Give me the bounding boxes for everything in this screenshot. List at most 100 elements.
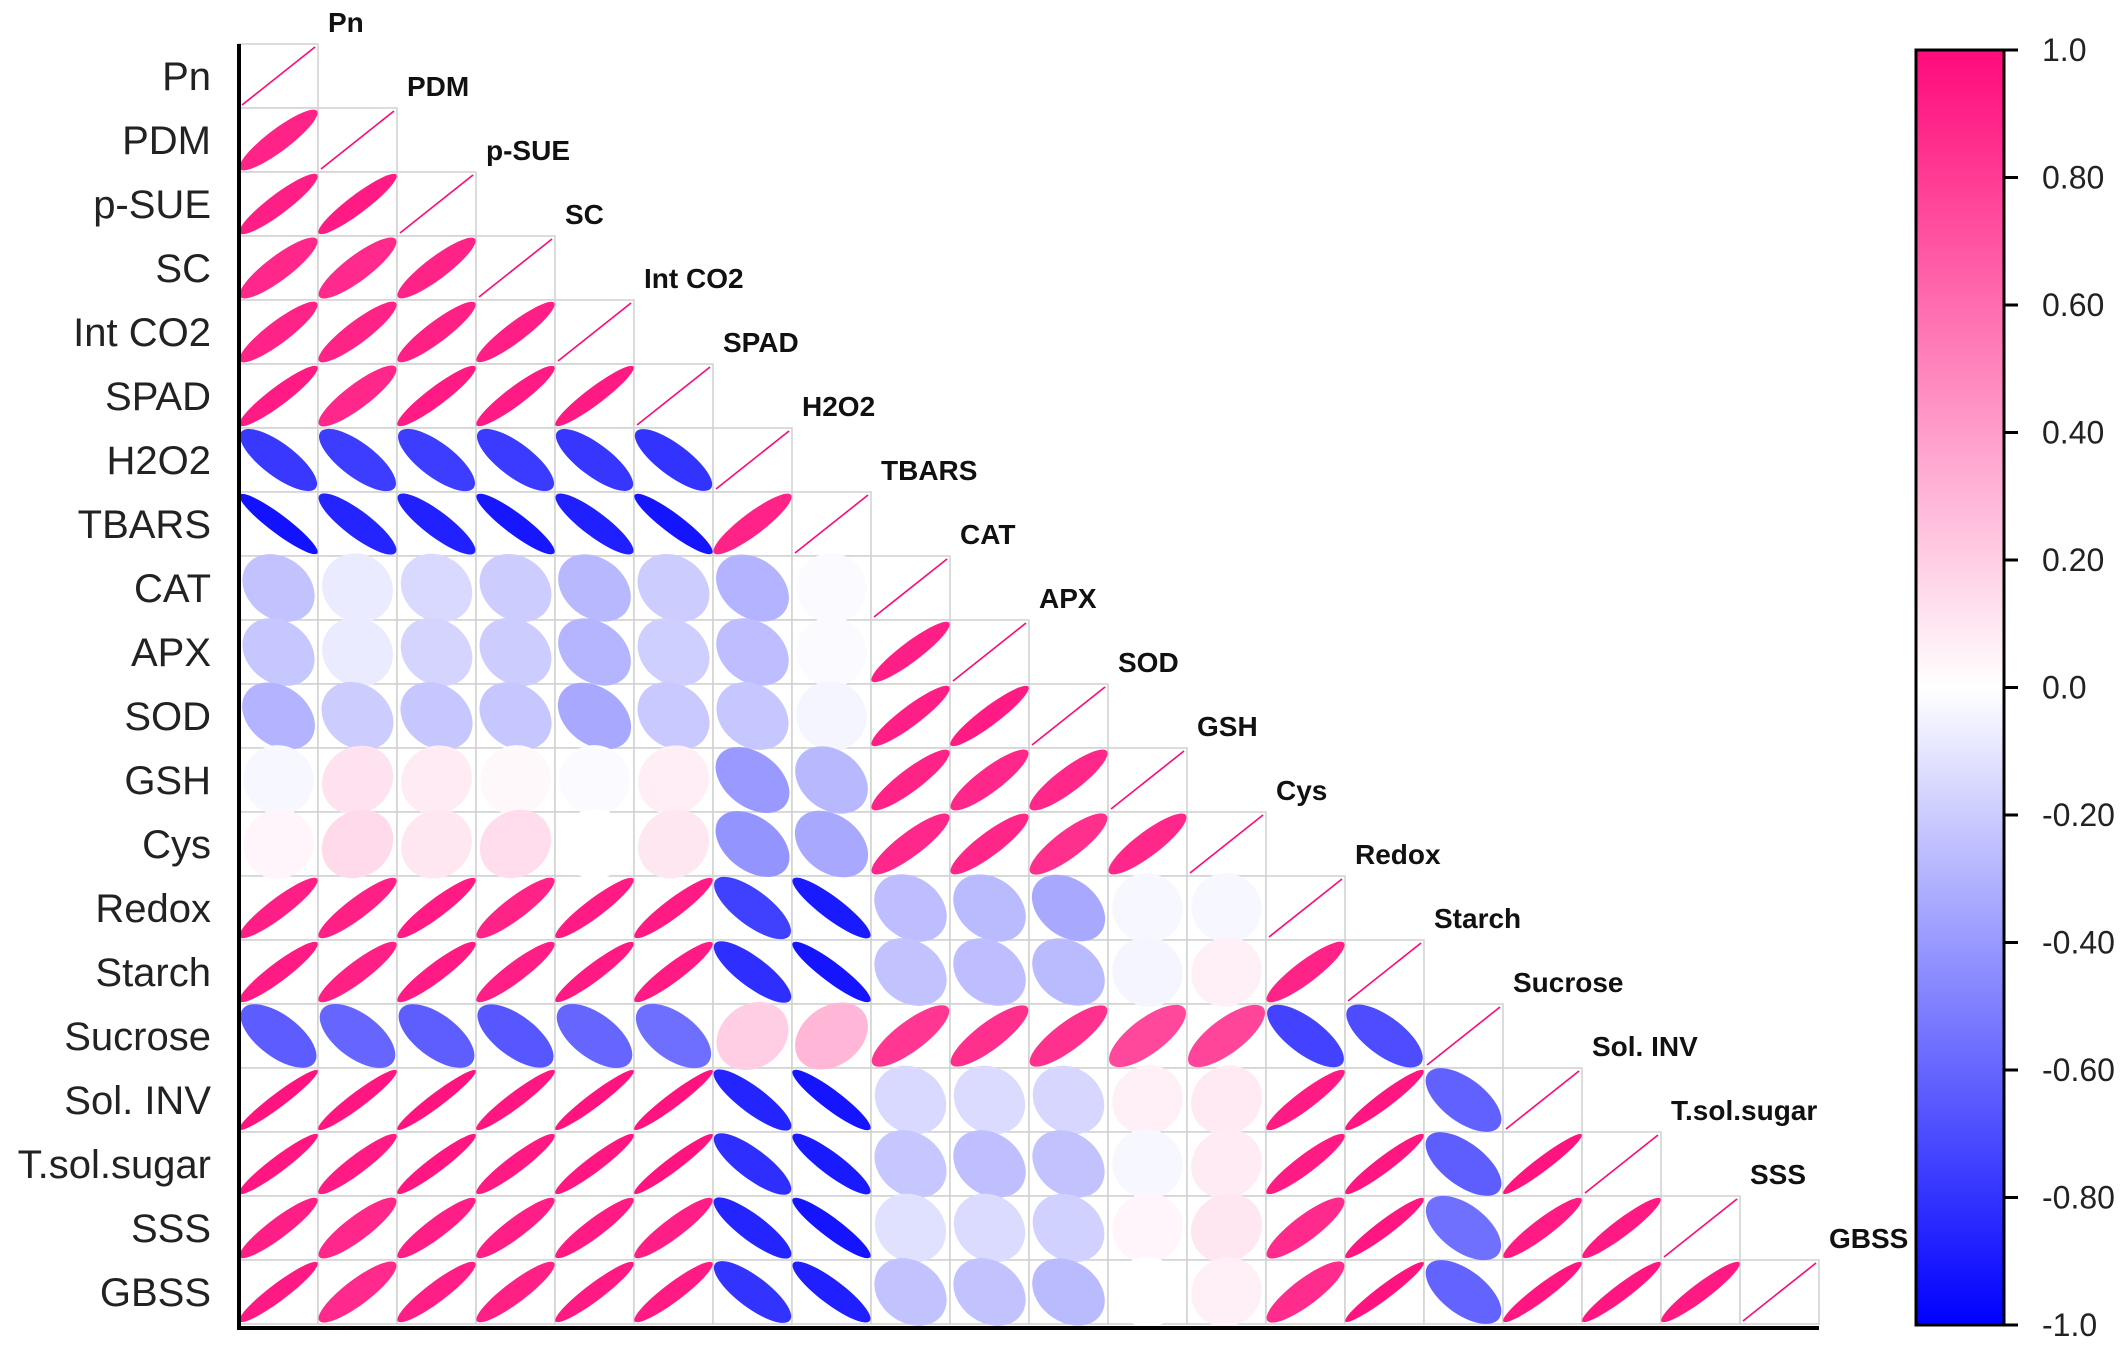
ellipse-Cys-TBARS [794, 810, 869, 878]
ellipse-CAT-TBARS [796, 553, 867, 623]
ellipse-Starch-H2O2 [713, 941, 792, 1003]
ellipse-marks [239, 46, 1817, 1327]
ellipse-Sucrose-Int CO2 [556, 1004, 633, 1068]
ellipse-T.sol.sugar-H2O2 [713, 1133, 792, 1195]
ellipse-TBARS-H2O2 [713, 493, 792, 555]
row-label-TBARS: TBARS [78, 503, 211, 547]
ellipse-SSS-Cys [1191, 1193, 1262, 1263]
ellipse-GBSS-H2O2 [713, 1261, 792, 1323]
ellipse-Starch-Pn [239, 941, 318, 1003]
ellipse-APX-TBARS [796, 617, 867, 687]
ellipse-Redox-Cys [1191, 873, 1262, 943]
ellipse-SSS-Starch [1345, 1197, 1424, 1259]
column-label-Starch: Starch [1434, 903, 1521, 934]
ellipse-Starch-Redox [1266, 941, 1345, 1003]
ellipse-APX-SC [479, 617, 552, 687]
row-labels: Pn PDM p-SUE SC Int CO2 SPAD H2O2 TBARS CAT APX SO… [18, 55, 212, 1315]
ellipse-H2O2-PDM [319, 428, 396, 492]
colorbar-tick-label: 0.60 [2042, 287, 2104, 323]
column-label-Cys: Cys [1276, 775, 1327, 806]
column-label-Redox: Redox [1355, 839, 1441, 870]
ellipse-GSH-SOD [1029, 749, 1108, 811]
ellipse-Sol. INV-SPAD [634, 1069, 713, 1131]
ellipse-T.sol.sugar-Sucrose [1425, 1132, 1502, 1196]
ellipse-Redox-CAT [874, 874, 947, 942]
column-label-p-SUE: p-SUE [486, 135, 570, 166]
ellipse-Cys-SOD [1029, 813, 1108, 875]
ellipse-Starch-SPAD [634, 941, 713, 1003]
ellipse-SOD-p-SUE [400, 682, 473, 750]
row-label-Cys: Cys [142, 823, 211, 867]
ellipse-GBSS-TBARS [792, 1261, 871, 1323]
ellipse-Sucrose-PDM [319, 1004, 396, 1068]
ellipse-Sucrose-H2O2 [716, 1001, 789, 1071]
row-label-Redox: Redox [95, 887, 211, 931]
ellipse-Starch-Int CO2 [555, 941, 634, 1003]
diagonal-mark-SPAD [636, 366, 711, 426]
ellipse-SSS-Pn [239, 1197, 318, 1259]
ellipse-GSH-APX [950, 749, 1029, 811]
row-label-SPAD: SPAD [105, 375, 211, 419]
colorbar-tick-label: -0.80 [2042, 1180, 2115, 1216]
ellipse-SSS-SOD [1032, 1193, 1105, 1263]
diagonal-mark-PDM [320, 110, 395, 170]
ellipse-Cys-Int CO2 [559, 809, 630, 879]
ellipse-CAT-SPAD [637, 553, 710, 623]
ellipse-H2O2-SC [476, 428, 555, 492]
ellipse-p-SUE-PDM [318, 173, 397, 235]
ellipse-Starch-TBARS [792, 941, 871, 1003]
ellipse-T.sol.sugar-p-SUE [397, 1133, 476, 1195]
row-label-SOD: SOD [124, 695, 211, 739]
ellipse-SSS-TBARS [792, 1197, 871, 1259]
ellipse-Sucrose-SC [477, 1004, 554, 1068]
ellipse-GBSS-PDM [318, 1261, 397, 1323]
colorbar-tick-label: -0.20 [2042, 797, 2115, 833]
ellipse-Cys-CAT [871, 813, 950, 875]
ellipse-SOD-SPAD [637, 682, 710, 750]
ellipse-SOD-TBARS [796, 681, 867, 751]
ellipse-SPAD-Int CO2 [555, 365, 634, 427]
ellipse-SSS-APX [953, 1193, 1026, 1263]
ellipse-GSH-H2O2 [715, 746, 790, 814]
column-label-Int CO2: Int CO2 [644, 263, 744, 294]
colorbar-tick-label: 0.40 [2042, 415, 2104, 451]
diagonal-mark-Cys [1189, 814, 1264, 874]
axes [237, 44, 1819, 1330]
row-label-Sol. INV: Sol. INV [64, 1079, 211, 1123]
ellipse-H2O2-SPAD [634, 429, 713, 491]
colorbar: 1.0 0.80 0.60 0.40 0.20 0.0 -0.20 -0.40 -0.60 -0.… [1914, 32, 2115, 1343]
ellipse-Cys-SPAD [638, 809, 709, 879]
ellipse-APX-Int CO2 [558, 618, 631, 686]
ellipse-Sucrose-APX [950, 1005, 1029, 1067]
column-label-APX: APX [1039, 583, 1097, 614]
ellipse-TBARS-Pn [239, 493, 318, 555]
ellipse-SOD-SC [479, 682, 552, 750]
ellipse-T.sol.sugar-CAT [874, 1130, 947, 1198]
colorbar-tick-label: -0.60 [2042, 1052, 2115, 1088]
ellipse-Sol. INV-Sucrose [1425, 1068, 1502, 1132]
ellipse-Cys-SC [479, 809, 552, 879]
ellipse-GSH-SPAD [638, 745, 709, 815]
ellipse-Sucrose-TBARS [795, 1002, 868, 1070]
ellipse-Starch-CAT [874, 938, 947, 1006]
ellipse-SSS-Sucrose [1425, 1195, 1502, 1261]
ellipse-GBSS-SOD [1032, 1258, 1105, 1326]
diagonal-mark-SC [478, 238, 553, 298]
ellipse-H2O2-p-SUE [398, 428, 475, 492]
ellipse-p-SUE-Pn [239, 173, 318, 235]
ellipse-T.sol.sugar-Starch [1345, 1133, 1424, 1195]
ellipse-Redox-GSH [1112, 873, 1183, 943]
diagonal-mark-Starch [1347, 942, 1422, 1002]
row-label-Int CO2: Int CO2 [73, 311, 211, 355]
column-label-SSS: SSS [1750, 1159, 1806, 1190]
ellipse-SSS-CAT [874, 1193, 947, 1263]
ellipse-GSH-SC [480, 745, 551, 815]
ellipse-Starch-APX [953, 938, 1026, 1006]
ellipse-GBSS-Starch [1345, 1261, 1424, 1323]
colorbar-gradient [1914, 48, 2006, 1327]
diagonal-mark-Sol. INV [1505, 1070, 1580, 1130]
ellipse-T.sol.sugar-GSH [1112, 1129, 1183, 1199]
ellipse-APX-H2O2 [716, 618, 789, 686]
ellipse-Redox-p-SUE [397, 877, 476, 939]
ellipse-Sucrose-p-SUE [398, 1004, 475, 1068]
